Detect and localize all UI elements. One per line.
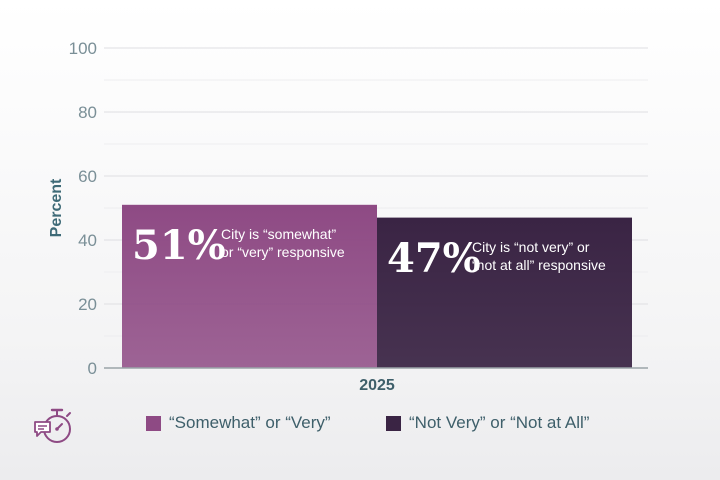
bar-description-line1: City is “somewhat” <box>221 226 336 242</box>
legend-label-not-very-not-at-all: “Not Very” or “Not at All” <box>409 413 590 432</box>
bar-not-very-not-at-all <box>377 217 632 368</box>
legend-item-not-very-not-at-all: “Not Very” or “Not at All” <box>386 410 589 436</box>
y-tick-label: 20 <box>78 295 97 314</box>
legend-item-somewhat-very: “Somewhat” or “Very” <box>146 410 331 436</box>
legend-swatch-somewhat-very <box>146 415 161 431</box>
chart: 0 20 40 60 80 100 Percent 51%City is “somewha… <box>48 39 648 394</box>
bars <box>104 204 648 369</box>
y-axis-ticks: 0 20 40 60 80 100 <box>69 39 97 378</box>
legend-label-somewhat-very: “Somewhat” or “Very” <box>169 413 331 432</box>
bar-description-line1: City is “not very” or <box>472 239 590 255</box>
bar-value-label: 47% <box>387 235 481 282</box>
bar-description-line2: or “very” responsive <box>221 244 345 260</box>
y-tick-label: 0 <box>88 359 97 378</box>
x-category-label: 2025 <box>359 377 395 394</box>
y-tick-label: 40 <box>78 231 97 250</box>
y-tick-label: 80 <box>78 103 97 122</box>
y-tick-label: 100 <box>69 39 97 58</box>
y-axis-label: Percent <box>48 178 65 237</box>
y-tick-label: 60 <box>78 167 97 186</box>
bar-somewhat-very <box>122 204 377 368</box>
bar-description-line2: “not at all” responsive <box>472 257 606 273</box>
stopwatch-chat-icon <box>32 404 76 448</box>
legend-swatch-not-very-not-at-all <box>386 415 401 431</box>
bar-labels: 51%City is “somewhat” or “very” responsiv… <box>132 222 606 282</box>
bar-value-label: 51% <box>132 222 226 269</box>
